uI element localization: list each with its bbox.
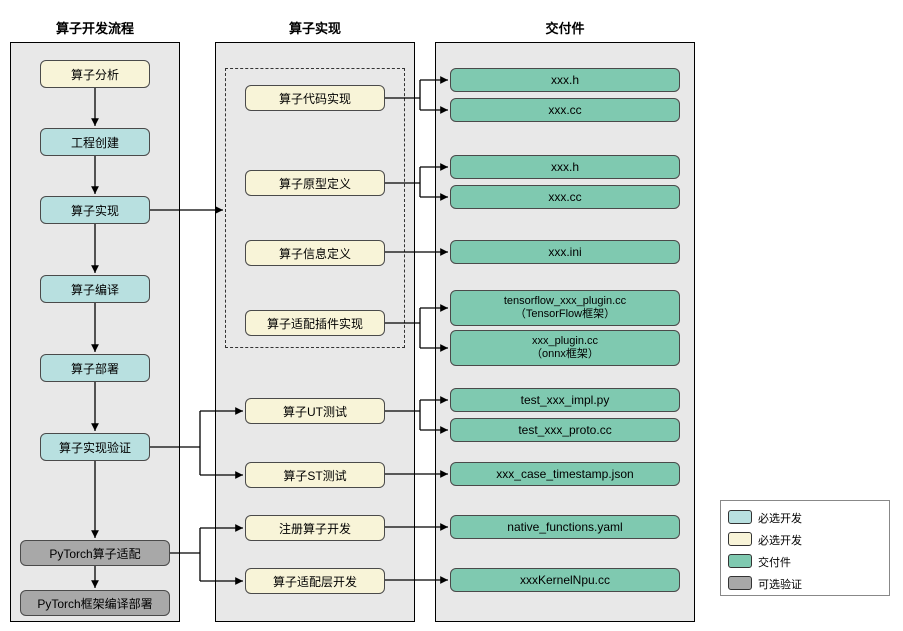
node-adapt-layer-dev: 算子适配层开发 — [245, 568, 385, 594]
node-ut-test: 算子UT测试 — [245, 398, 385, 424]
file-test-proto: test_xxx_proto.cc — [450, 418, 680, 442]
node-plugin-impl: 算子适配插件实现 — [245, 310, 385, 336]
file-ini: xxx.ini — [450, 240, 680, 264]
file-case-json: xxx_case_timestamp.json — [450, 462, 680, 486]
node-proto-def: 算子原型定义 — [245, 170, 385, 196]
file-test-impl: test_xxx_impl.py — [450, 388, 680, 412]
col2-title: 算子实现 — [215, 18, 415, 37]
node-pytorch-adapt: PyTorch算子适配 — [20, 540, 170, 566]
file-kernel-npu: xxxKernelNpu.cc — [450, 568, 680, 592]
file-tf-plugin: tensorflow_xxx_plugin.cc （TensorFlow框架） — [450, 290, 680, 326]
file-onnx-plugin: xxx_plugin.cc （onnx框架） — [450, 330, 680, 366]
legend-frame — [720, 500, 890, 596]
node-code-impl: 算子代码实现 — [245, 85, 385, 111]
file-h2: xxx.h — [450, 155, 680, 179]
col3-title: 交付件 — [435, 18, 695, 37]
file-cc2: xxx.cc — [450, 185, 680, 209]
file-h1: xxx.h — [450, 68, 680, 92]
node-pytorch-build: PyTorch框架编译部署 — [20, 590, 170, 616]
node-deploy: 算子部署 — [40, 354, 150, 382]
node-project-create: 工程创建 — [40, 128, 150, 156]
node-verify: 算子实现验证 — [40, 433, 150, 461]
node-register-dev: 注册算子开发 — [245, 515, 385, 541]
node-analysis: 算子分析 — [40, 60, 150, 88]
col1-title: 算子开发流程 — [10, 18, 180, 37]
file-cc1: xxx.cc — [450, 98, 680, 122]
node-compile: 算子编译 — [40, 275, 150, 303]
node-st-test: 算子ST测试 — [245, 462, 385, 488]
node-impl: 算子实现 — [40, 196, 150, 224]
file-native-yaml: native_functions.yaml — [450, 515, 680, 539]
node-info-def: 算子信息定义 — [245, 240, 385, 266]
